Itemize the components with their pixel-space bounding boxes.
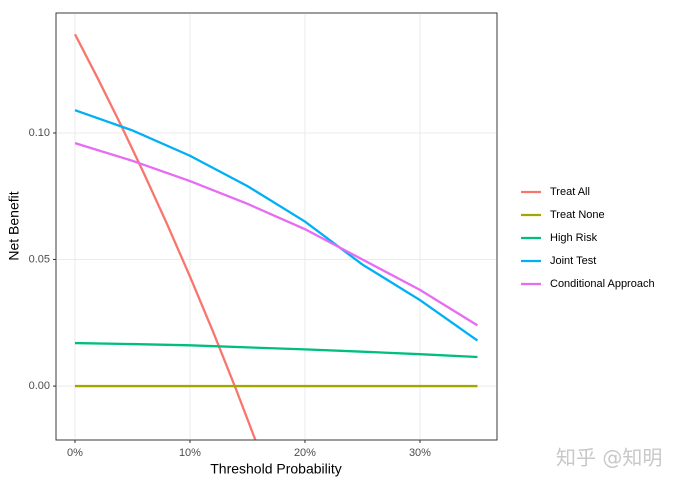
x-tick-label: 20% — [294, 447, 316, 459]
legend-label: High Risk — [550, 232, 598, 244]
x-tick-label: 0% — [67, 447, 83, 459]
panel — [55, 12, 498, 441]
line — [74, 109, 479, 342]
x-axis-title: Threshold Probability — [210, 461, 342, 477]
x-tick-label: 10% — [179, 447, 201, 459]
legend-label: Treat All — [550, 186, 590, 198]
legend-label: Conditional Approach — [550, 278, 655, 290]
legend-label: Joint Test — [550, 255, 596, 267]
y-tick-label: 0.05 — [29, 253, 50, 265]
y-tick-label: 0.10 — [29, 127, 50, 139]
y-tick-label: 0.00 — [29, 380, 50, 392]
watermark: 知乎 @知明 — [556, 446, 662, 470]
x-tick-label: 30% — [409, 447, 431, 459]
legend-label: Treat None — [550, 209, 605, 221]
line — [73, 33, 257, 440]
y-axis-title: Net Benefit — [6, 191, 22, 260]
line — [74, 341, 478, 359]
line — [74, 142, 479, 327]
panel — [55, 12, 498, 441]
